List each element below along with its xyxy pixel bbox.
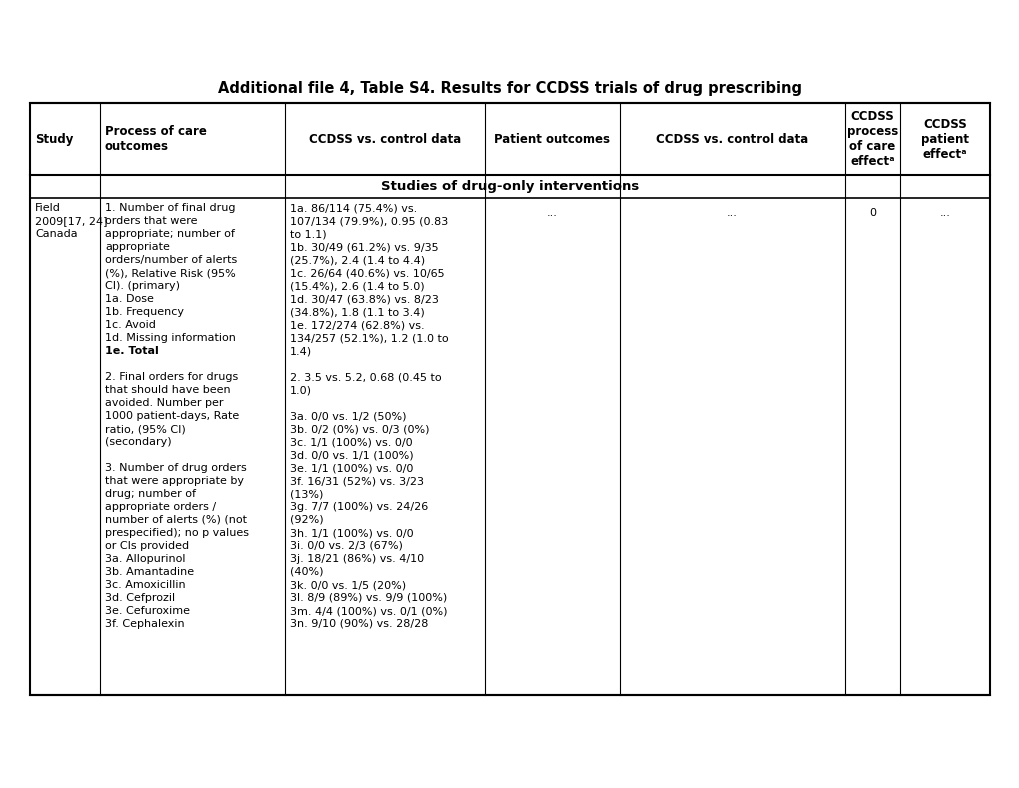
Text: 1. Number of final drug: 1. Number of final drug [105, 203, 235, 213]
Text: prespecified); no p values: prespecified); no p values [105, 528, 249, 538]
Text: 2. Final orders for drugs: 2. Final orders for drugs [105, 372, 238, 382]
Text: 3d. 0/0 vs. 1/1 (100%): 3d. 0/0 vs. 1/1 (100%) [289, 450, 414, 460]
Text: (34.8%), 1.8 (1.1 to 3.4): (34.8%), 1.8 (1.1 to 3.4) [289, 307, 424, 317]
Text: 1a. Dose: 1a. Dose [105, 294, 154, 304]
Text: that should have been: that should have been [105, 385, 230, 395]
Text: 107/134 (79.9%), 0.95 (0.83: 107/134 (79.9%), 0.95 (0.83 [289, 216, 447, 226]
Text: CCDSS vs. control data: CCDSS vs. control data [656, 132, 808, 146]
Text: Canada: Canada [35, 229, 77, 239]
Text: (13%): (13%) [289, 489, 323, 499]
Text: Process of care
outcomes: Process of care outcomes [105, 125, 207, 153]
Text: 1d. 30/47 (63.8%) vs. 8/23: 1d. 30/47 (63.8%) vs. 8/23 [289, 294, 438, 304]
Text: 1a. 86/114 (75.4%) vs.: 1a. 86/114 (75.4%) vs. [289, 203, 417, 213]
Text: 3m. 4/4 (100%) vs. 0/1 (0%): 3m. 4/4 (100%) vs. 0/1 (0%) [289, 606, 447, 616]
Text: Patient outcomes: Patient outcomes [494, 132, 610, 146]
Text: 2009[17, 24]: 2009[17, 24] [35, 216, 107, 226]
Text: to 1.1): to 1.1) [289, 229, 326, 239]
Text: 1b. 30/49 (61.2%) vs. 9/35: 1b. 30/49 (61.2%) vs. 9/35 [289, 242, 438, 252]
Text: 3a. Allopurinol: 3a. Allopurinol [105, 554, 185, 564]
Text: orders/number of alerts: orders/number of alerts [105, 255, 237, 265]
Text: appropriate orders /: appropriate orders / [105, 502, 216, 512]
Text: 3a. 0/0 vs. 1/2 (50%): 3a. 0/0 vs. 1/2 (50%) [289, 411, 407, 421]
Text: 1c. 26/64 (40.6%) vs. 10/65: 1c. 26/64 (40.6%) vs. 10/65 [289, 268, 444, 278]
Text: 3f. 16/31 (52%) vs. 3/23: 3f. 16/31 (52%) vs. 3/23 [289, 476, 424, 486]
Text: ...: ... [727, 208, 737, 218]
Text: 3f. Cephalexin: 3f. Cephalexin [105, 619, 184, 629]
Text: 1.4): 1.4) [289, 346, 312, 356]
Text: ratio, (95% CI): ratio, (95% CI) [105, 424, 185, 434]
Bar [30, 103, 989, 695]
Text: Study: Study [35, 132, 73, 146]
Text: (92%): (92%) [289, 515, 323, 525]
Text: 0: 0 [868, 208, 875, 218]
Text: 1.0): 1.0) [289, 385, 312, 395]
Text: 1c. Avoid: 1c. Avoid [105, 320, 156, 330]
Text: CCDSS vs. control data: CCDSS vs. control data [309, 132, 461, 146]
Text: 1000 patient-days, Rate: 1000 patient-days, Rate [105, 411, 239, 421]
Text: appropriate; number of: appropriate; number of [105, 229, 234, 239]
Text: (15.4%), 2.6 (1.4 to 5.0): (15.4%), 2.6 (1.4 to 5.0) [289, 281, 424, 291]
Text: 3c. 1/1 (100%) vs. 0/0: 3c. 1/1 (100%) vs. 0/0 [289, 437, 413, 447]
Text: 3b. Amantadine: 3b. Amantadine [105, 567, 194, 577]
Text: orders that were: orders that were [105, 216, 198, 226]
Text: (secondary): (secondary) [105, 437, 171, 447]
Text: 3b. 0/2 (0%) vs. 0/3 (0%): 3b. 0/2 (0%) vs. 0/3 (0%) [289, 424, 429, 434]
Text: 3l. 8/9 (89%) vs. 9/9 (100%): 3l. 8/9 (89%) vs. 9/9 (100%) [289, 593, 446, 603]
Text: 1d. Missing information: 1d. Missing information [105, 333, 235, 343]
Text: avoided. Number per: avoided. Number per [105, 398, 223, 408]
Text: Studies of drug-only interventions: Studies of drug-only interventions [380, 180, 639, 193]
Text: 1e. Total: 1e. Total [105, 346, 159, 356]
Text: 3j. 18/21 (86%) vs. 4/10: 3j. 18/21 (86%) vs. 4/10 [289, 554, 424, 564]
Text: (40%): (40%) [289, 567, 323, 577]
Text: or CIs provided: or CIs provided [105, 541, 189, 551]
Text: 3k. 0/0 vs. 1/5 (20%): 3k. 0/0 vs. 1/5 (20%) [289, 580, 406, 590]
Text: ...: ... [546, 208, 557, 218]
Text: 3d. Cefprozil: 3d. Cefprozil [105, 593, 175, 603]
Text: CCDSS
patient
effectᵃ: CCDSS patient effectᵃ [920, 117, 968, 161]
Text: CI). (primary): CI). (primary) [105, 281, 179, 291]
Text: 3h. 1/1 (100%) vs. 0/0: 3h. 1/1 (100%) vs. 0/0 [289, 528, 414, 538]
Text: 134/257 (52.1%), 1.2 (1.0 to: 134/257 (52.1%), 1.2 (1.0 to [289, 333, 448, 343]
Text: appropriate: appropriate [105, 242, 170, 252]
Text: 1b. Frequency: 1b. Frequency [105, 307, 183, 317]
Text: 3. Number of drug orders: 3. Number of drug orders [105, 463, 247, 473]
Text: 3c. Amoxicillin: 3c. Amoxicillin [105, 580, 185, 590]
Text: 3e. Cefuroxime: 3e. Cefuroxime [105, 606, 190, 616]
Text: ...: ... [938, 208, 950, 218]
Text: 3i. 0/0 vs. 2/3 (67%): 3i. 0/0 vs. 2/3 (67%) [289, 541, 403, 551]
Text: 3e. 1/1 (100%) vs. 0/0: 3e. 1/1 (100%) vs. 0/0 [289, 463, 413, 473]
Text: (%), Relative Risk (95%: (%), Relative Risk (95% [105, 268, 235, 278]
Text: CCDSS
process
of care
effectᵃ: CCDSS process of care effectᵃ [846, 110, 898, 168]
Text: 3g. 7/7 (100%) vs. 24/26: 3g. 7/7 (100%) vs. 24/26 [289, 502, 428, 512]
Text: number of alerts (%) (not: number of alerts (%) (not [105, 515, 247, 525]
Text: 3n. 9/10 (90%) vs. 28/28: 3n. 9/10 (90%) vs. 28/28 [289, 619, 428, 629]
Text: drug; number of: drug; number of [105, 489, 196, 499]
Text: Additional file 4, Table S4. Results for CCDSS trials of drug prescribing: Additional file 4, Table S4. Results for… [218, 80, 801, 95]
Text: 2. 3.5 vs. 5.2, 0.68 (0.45 to: 2. 3.5 vs. 5.2, 0.68 (0.45 to [289, 372, 441, 382]
Text: Field: Field [35, 203, 61, 213]
Text: 1e. 172/274 (62.8%) vs.: 1e. 172/274 (62.8%) vs. [289, 320, 424, 330]
Text: (25.7%), 2.4 (1.4 to 4.4): (25.7%), 2.4 (1.4 to 4.4) [289, 255, 425, 265]
Text: that were appropriate by: that were appropriate by [105, 476, 244, 486]
